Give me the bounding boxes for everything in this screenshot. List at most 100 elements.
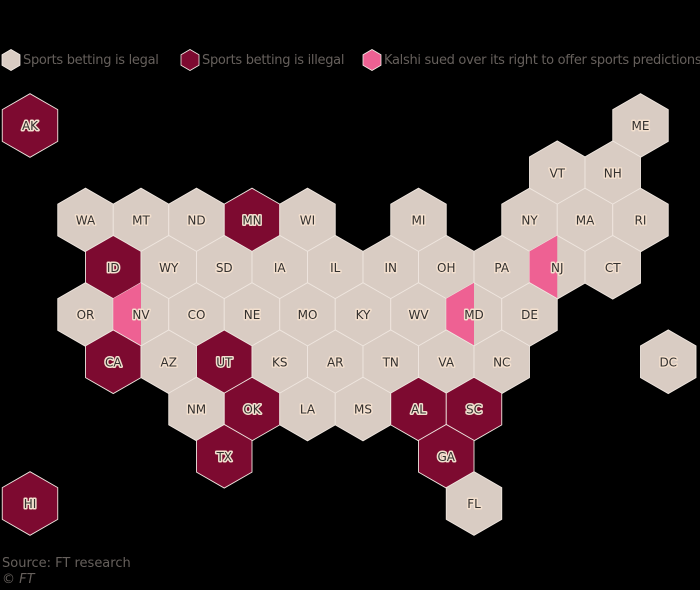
state-label: MN [242, 214, 261, 228]
legend-item-kalshi: Kalshi sued over its right to offer spor… [362, 49, 700, 71]
state-hex-ne: NE [223, 282, 281, 347]
state-hex-la: LA [279, 376, 336, 442]
state-label: ND [187, 214, 205, 228]
state-hex-fl: FL [445, 471, 503, 536]
state-label: KS [272, 355, 288, 369]
state-hex-id: ID [85, 234, 142, 300]
state-label: CO [188, 308, 206, 322]
state-label: MS [354, 403, 372, 417]
copyright-note: © FT [2, 572, 35, 587]
state-hex-tx: TX [196, 423, 253, 489]
hex-shape [1, 471, 59, 536]
state-hex-me: ME [612, 93, 669, 158]
state-hex-ct: CT [584, 234, 641, 300]
state-hex-ca: CA [85, 329, 142, 395]
legend-item-legal: Sports betting is legal [1, 49, 159, 71]
kalshi-half-shape [113, 282, 141, 347]
hex-shape [1, 93, 59, 158]
state-label: AK [22, 119, 39, 133]
state-label: MT [132, 214, 150, 228]
state-hex-md: MD [445, 282, 503, 347]
state-label: NY [521, 214, 538, 228]
state-label: WI [300, 214, 315, 228]
state-label: DE [521, 308, 538, 322]
state-label: OH [437, 261, 455, 275]
legend-label-legal: Sports betting is legal [23, 52, 159, 68]
state-label: IA [274, 261, 287, 275]
state-label: HI [24, 497, 37, 511]
state-label: DC [659, 355, 677, 369]
state-hex-hi: HI [1, 471, 59, 536]
state-label: NE [244, 308, 261, 322]
state-hex-co: CO [168, 282, 225, 347]
state-label: AL [411, 403, 426, 417]
state-hex-ny: NY [501, 187, 558, 253]
state-label: PA [494, 261, 509, 275]
state-label: TN [382, 355, 399, 369]
state-hex-ky: KY [334, 282, 392, 347]
state-label: AR [327, 355, 344, 369]
state-label: AZ [161, 355, 177, 369]
state-label: LA [300, 403, 316, 417]
kalshi-hex-icon [362, 49, 382, 71]
legal-hex-icon [1, 49, 21, 71]
state-hex-nv: NV [112, 282, 170, 347]
state-hex-oh: OH [418, 234, 475, 300]
state-label: NH [604, 166, 622, 180]
footer: Source: FT research © FT [2, 556, 131, 588]
state-label: RI [635, 214, 647, 228]
state-hex-nc: NC [473, 329, 530, 395]
state-label: MA [576, 214, 595, 228]
state-hex-nj: NJ [529, 234, 586, 300]
state-hex-or: OR [57, 282, 114, 347]
legend-label-illegal: Sports betting is illegal [202, 52, 345, 68]
hex-shape [584, 234, 641, 300]
state-label: CA [105, 355, 122, 369]
state-hex-ri: RI [612, 187, 669, 253]
state-label: MD [464, 308, 484, 322]
state-hex-nd: ND [168, 187, 225, 253]
state-label: WY [159, 261, 179, 275]
state-hex-de: DE [501, 282, 558, 347]
state-hex-ak: AK [1, 93, 59, 158]
legend-item-illegal: Sports betting is illegal [180, 49, 344, 71]
state-label: WV [408, 308, 429, 322]
kalshi-half-shape [529, 235, 558, 300]
state-hex-sc: SC [445, 376, 503, 442]
state-hex-ga: GA [418, 423, 475, 489]
state-label: KY [356, 308, 371, 322]
state-hex-dc: DC [640, 329, 697, 395]
state-label: GA [437, 450, 455, 464]
hex-shape [445, 471, 503, 536]
state-label: VT [549, 166, 565, 180]
state-label: ME [632, 119, 650, 133]
kalshi-half-shape [446, 282, 474, 347]
state-label: WA [76, 214, 96, 228]
state-hex-al: AL [390, 376, 447, 442]
source-note: Source: FT research [2, 556, 131, 571]
state-label: NM [187, 403, 206, 417]
state-label: ID [107, 261, 120, 275]
state-hex-nh: NH [584, 140, 641, 206]
state-label: MO [298, 308, 318, 322]
state-label: VA [438, 355, 454, 369]
state-label: NV [132, 308, 150, 322]
hex-shape [640, 329, 697, 395]
legend: Sports betting is legal Sports betting i… [0, 49, 700, 71]
state-hex-vt: VT [529, 140, 586, 206]
state-label: IL [330, 261, 341, 275]
state-label: MI [412, 214, 426, 228]
state-label: FL [467, 497, 481, 511]
hex-shape [196, 423, 253, 489]
state-label: SC [466, 403, 482, 417]
state-hex-wv: WV [390, 282, 447, 347]
state-hex-ks: KS [251, 329, 308, 395]
state-label: IN [384, 261, 397, 275]
state-label: UT [216, 355, 233, 369]
state-hex-wy: WY [140, 234, 197, 300]
state-label: CT [605, 261, 621, 275]
state-label: SD [216, 261, 233, 275]
legend-label-kalshi: Kalshi sued over its right to offer spor… [384, 52, 700, 68]
state-hex-mi: MI [390, 187, 447, 253]
